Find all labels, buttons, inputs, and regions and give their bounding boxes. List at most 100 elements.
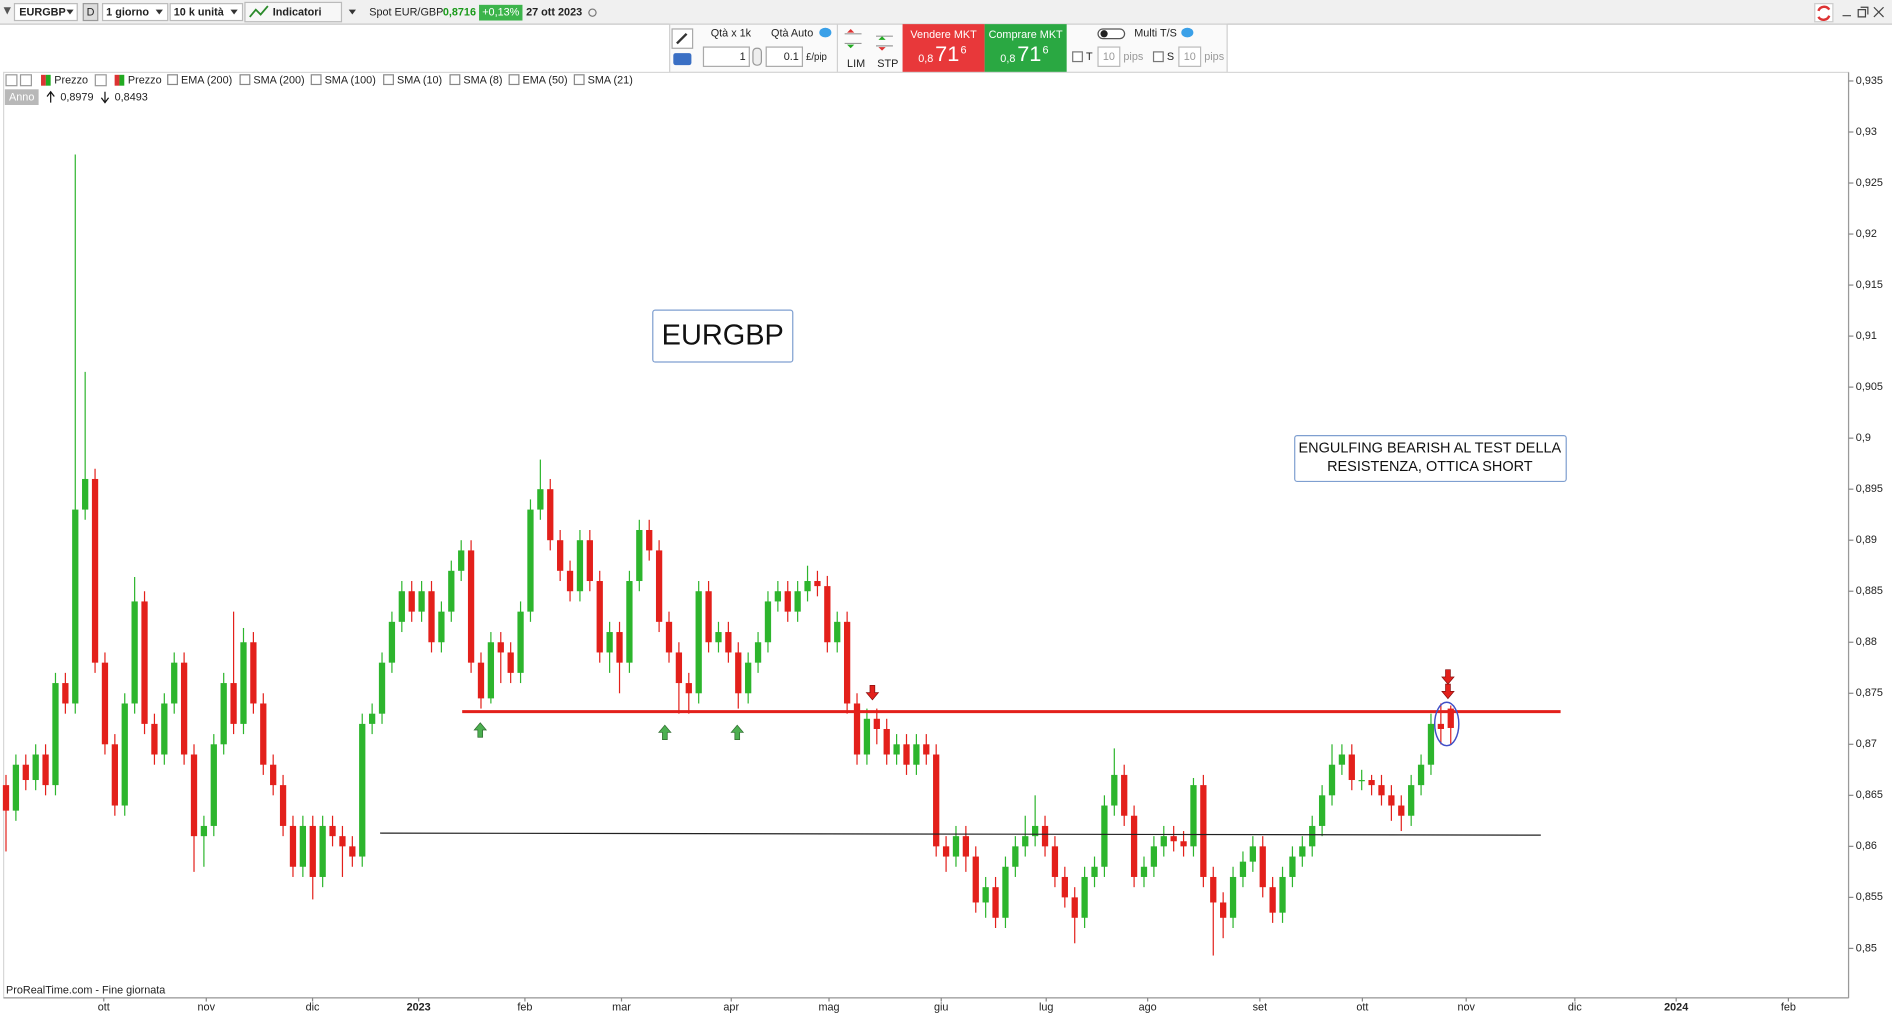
stp-arrow-green <box>878 36 886 40</box>
indicators-button[interactable] <box>244 1 343 23</box>
pip-unit: £/pip <box>806 52 827 63</box>
buy-button[interactable] <box>984 24 1067 73</box>
period-badge: D <box>87 7 95 19</box>
candle-body <box>1388 795 1395 806</box>
lim-icon[interactable] <box>844 33 862 45</box>
candle-body <box>101 662 109 745</box>
legend-swatch-red <box>114 74 120 86</box>
candle-body <box>448 570 455 612</box>
candle-body <box>1338 754 1346 765</box>
annotation-box <box>652 309 794 363</box>
candle-body <box>91 478 99 663</box>
x-tick-label: dic <box>306 1001 320 1013</box>
candle-body <box>626 581 633 663</box>
x-tick-label: mag <box>818 1001 839 1013</box>
candle-body <box>250 642 257 704</box>
candle-body <box>1309 825 1316 847</box>
candle-body <box>527 509 534 612</box>
candle-body <box>180 662 188 755</box>
pip-input[interactable] <box>765 46 804 67</box>
sell-button[interactable] <box>902 24 985 73</box>
candle-body <box>784 591 791 612</box>
info-bubble[interactable] <box>819 27 832 38</box>
legend-checkbox[interactable] <box>310 74 322 86</box>
candle-body <box>1071 897 1078 918</box>
qty-input[interactable] <box>702 46 750 67</box>
y-tick-label: 0,86 <box>1856 840 1877 852</box>
down-arrow-icon <box>100 91 110 104</box>
period-badge-box[interactable] <box>82 3 99 22</box>
symbol: EURGBP <box>19 7 65 19</box>
candle-body <box>1160 836 1167 847</box>
candle-body <box>804 581 811 592</box>
candle-body <box>190 754 198 837</box>
candle-body <box>1081 876 1088 918</box>
candle-body <box>1239 861 1247 877</box>
qty-auto: Qtà Auto <box>771 28 813 40</box>
buy-label: Comprare MKT <box>989 29 1063 41</box>
window-controls[interactable] <box>1842 6 1884 18</box>
candle-body <box>62 683 69 704</box>
legend-swatch-green <box>45 74 51 86</box>
y-tick-label: 0,9 <box>1856 432 1871 444</box>
candle-body <box>220 683 227 745</box>
legend-item: EMA (50) <box>522 75 567 87</box>
x-tick-label: mar <box>612 1001 631 1013</box>
x-tick-label: ago <box>1139 1001 1157 1013</box>
legend-checkbox[interactable] <box>449 74 461 86</box>
dropdown-arrow <box>230 9 238 15</box>
t-input[interactable] <box>1097 46 1121 67</box>
candle-body <box>606 632 613 653</box>
candle-body <box>1427 723 1435 765</box>
stp-icon[interactable] <box>876 35 893 47</box>
candle-body <box>873 718 880 729</box>
s-checkbox[interactable] <box>1152 51 1164 63</box>
candle-body <box>1121 774 1128 816</box>
candle-body <box>1269 887 1276 913</box>
y-tick-label: 0,89 <box>1856 534 1877 546</box>
candle-body <box>715 632 722 643</box>
candle-body <box>339 836 346 847</box>
down-arrow <box>1441 669 1455 685</box>
units-select[interactable] <box>169 3 244 22</box>
legend-button[interactable] <box>19 74 32 87</box>
keyboard-icon[interactable] <box>673 53 692 66</box>
dropdown-arrow <box>348 9 356 15</box>
x-tick-label: lug <box>1039 1001 1053 1013</box>
symbol-select[interactable] <box>13 3 78 22</box>
candle-body <box>171 662 178 704</box>
s-value: 10 <box>1184 51 1196 63</box>
x-tick-label: feb <box>1781 1001 1796 1013</box>
candle-body <box>725 632 732 653</box>
legend-list-icon[interactable] <box>94 74 107 87</box>
qty-spinner[interactable] <box>752 47 762 66</box>
sell-sup: 6 <box>960 45 966 57</box>
year-low: 0,8493 <box>115 92 148 104</box>
timeframe-select[interactable] <box>101 3 169 22</box>
legend-swatch-green <box>119 74 125 86</box>
candle-body <box>359 723 366 857</box>
candle-body <box>1398 805 1405 816</box>
candle-body <box>299 825 307 867</box>
candle-body <box>1378 785 1385 796</box>
y-tick-label: 0,93 <box>1856 126 1877 138</box>
legend-checkbox[interactable] <box>167 74 178 86</box>
legend-checkbox[interactable] <box>573 74 585 86</box>
candle-body <box>1220 902 1227 918</box>
legend-checkbox[interactable] <box>508 74 520 86</box>
s-input[interactable] <box>1178 46 1202 67</box>
toggle-knob <box>1100 30 1108 38</box>
candle-body <box>418 591 425 612</box>
year-high: 0,8979 <box>60 92 93 104</box>
candle-body <box>557 540 564 571</box>
legend-item: SMA (21) <box>588 75 633 87</box>
candle-body <box>883 728 890 755</box>
legend-button[interactable] <box>5 74 18 87</box>
legend-checkbox[interactable] <box>239 74 251 86</box>
legend-checkbox[interactable] <box>383 74 394 86</box>
annotation-line: RESISTENZA, OTTICA SHORT <box>1327 459 1533 475</box>
menu-arrow[interactable] <box>3 7 11 15</box>
t-checkbox[interactable] <box>1072 51 1083 63</box>
info-bubble[interactable] <box>1181 27 1194 38</box>
legend-item: SMA (200) <box>253 75 304 87</box>
